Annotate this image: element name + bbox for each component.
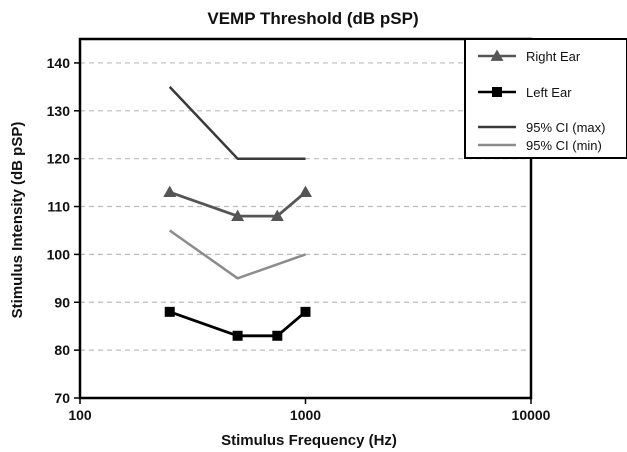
series-95-ci-max xyxy=(168,86,306,160)
data-point-left-ear xyxy=(232,330,243,341)
y-tick-label: 70 xyxy=(54,390,70,406)
legend-label: Right Ear xyxy=(526,49,581,64)
legend: Right Ear Left Ear 95% CI (max) 95% CI (min… xyxy=(464,38,627,159)
y-tick-label: 100 xyxy=(47,246,71,262)
chart-title: VEMP Threshold (dB pSP) xyxy=(207,9,418,28)
y-tick-label: 140 xyxy=(47,55,71,71)
series-line-95-ci-max xyxy=(168,86,306,160)
axis-ticks: 70 80 90 100 110 120 130 140 100 1000 10000 xyxy=(47,55,551,423)
series-layer xyxy=(163,86,312,341)
series-95-ci-min xyxy=(168,229,306,280)
series-left-ear xyxy=(164,306,311,341)
legend-swatch-marker xyxy=(490,49,504,61)
x-tick-label: 10000 xyxy=(512,407,551,423)
y-tick-label: 120 xyxy=(47,151,71,167)
x-tick-label: 1000 xyxy=(290,407,321,423)
data-point-left-ear xyxy=(164,306,175,317)
series-line-right-ear xyxy=(169,190,307,218)
series-line-left-ear xyxy=(169,310,307,338)
data-point-right-ear xyxy=(231,209,245,221)
legend-label: Left Ear xyxy=(526,85,572,100)
y-axis-label: Stimulus Intensity (dB pSP) xyxy=(9,122,26,319)
series-line-95-ci-min xyxy=(168,229,306,280)
data-point-right-ear xyxy=(163,185,177,198)
legend-label: 95% CI (min) xyxy=(526,138,602,153)
y-tick-label: 90 xyxy=(54,294,70,310)
legend-swatch-marker xyxy=(492,87,502,97)
data-point-left-ear xyxy=(272,330,283,341)
x-axis-label: Stimulus Frequency (Hz) xyxy=(221,432,397,449)
y-tick-label: 110 xyxy=(47,199,70,215)
legend-item-95-ci-min: 95% CI (min) xyxy=(478,138,602,153)
legend-label: 95% CI (max) xyxy=(526,120,605,135)
plot-area-frame xyxy=(78,37,533,400)
data-point-right-ear xyxy=(270,209,284,221)
legend-item-right-ear: Right Ear xyxy=(478,49,581,64)
data-point-left-ear xyxy=(300,306,311,317)
legend-item-left-ear: Left Ear xyxy=(478,85,572,100)
y-tick-label: 130 xyxy=(47,103,71,119)
y-tick-label: 80 xyxy=(54,342,70,358)
legend-item-95-ci-max: 95% CI (max) xyxy=(478,120,605,135)
data-point-right-ear xyxy=(299,185,312,198)
x-tick-label: 100 xyxy=(68,407,92,423)
series-right-ear xyxy=(163,185,312,221)
